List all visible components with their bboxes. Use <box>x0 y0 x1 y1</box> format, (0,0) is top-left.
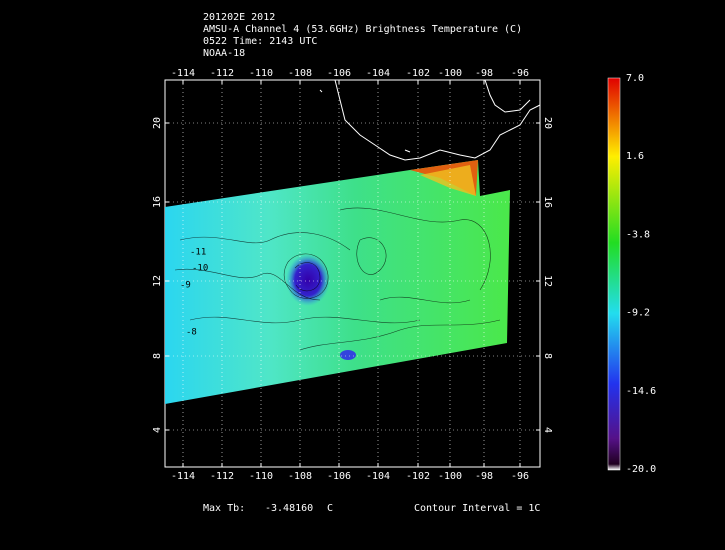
lat-label-right: 4 <box>542 427 553 433</box>
lon-label-top: -96 <box>511 68 529 79</box>
lon-label-top: -104 <box>366 68 390 79</box>
lon-label-top: -102 <box>406 68 430 79</box>
header-line: NOAA-18 <box>203 48 245 59</box>
cold-core <box>286 254 330 306</box>
lon-label-top: -110 <box>249 68 273 79</box>
lon-label-bottom: -106 <box>327 471 351 482</box>
colorbar-label: -3.8 <box>626 229 650 240</box>
lat-label-left: 20 <box>152 117 163 129</box>
contours <box>174 207 501 351</box>
lon-label-bottom: -100 <box>438 471 462 482</box>
data-swath <box>165 160 510 404</box>
graticule <box>165 80 540 467</box>
colorbar-label: 7.0 <box>626 73 644 84</box>
lon-label-top: -98 <box>475 68 493 79</box>
map-labels: -114-114-112-112-110-110-108-108-106-106… <box>152 68 553 482</box>
lat-label-right: 20 <box>542 117 553 129</box>
lat-label-left: 8 <box>152 353 163 359</box>
lon-label-top: -106 <box>327 68 351 79</box>
lon-label-bottom: -114 <box>171 471 195 482</box>
colorbar <box>607 77 621 471</box>
lat-label-right: 8 <box>542 353 553 359</box>
colorbar-label: -14.6 <box>626 386 656 397</box>
cold-spot <box>340 350 356 360</box>
lat-label-left: 4 <box>152 427 163 433</box>
lon-label-top: -108 <box>288 68 312 79</box>
lat-label-left: 12 <box>152 275 163 287</box>
colorbar-label: -20.0 <box>626 464 656 475</box>
contour-label: -11 <box>190 248 206 258</box>
lon-label-top: -100 <box>438 68 462 79</box>
lon-label-bottom: -102 <box>406 471 430 482</box>
lon-label-bottom: -104 <box>366 471 390 482</box>
header-line: AMSU-A Channel 4 (53.6GHz) Brightness Te… <box>203 24 522 35</box>
lon-label-bottom: -110 <box>249 471 273 482</box>
lat-label-right: 16 <box>542 196 553 208</box>
warm-region <box>420 165 476 196</box>
max-unit: C <box>327 503 333 514</box>
lat-label-right: 12 <box>542 275 553 287</box>
contour-label: -9 <box>180 281 191 291</box>
lon-label-top: -114 <box>171 68 195 79</box>
lon-label-bottom: -112 <box>210 471 234 482</box>
lon-label-bottom: -108 <box>288 471 312 482</box>
contour-label: -10 <box>192 264 208 274</box>
max-label: Max Tb: <box>203 503 245 514</box>
lon-label-bottom: -98 <box>475 471 493 482</box>
header-line: 0522 Time: 2143 UTC <box>203 36 317 47</box>
colorbar-labels: 7.0 1.6 -3.8 -9.2 -14.6 -20.0 <box>626 73 656 475</box>
contour-interval: Contour Interval = 1C <box>414 503 540 514</box>
max-value: -3.48160 <box>265 503 313 514</box>
header-line: 201202E 2012 <box>203 12 275 23</box>
lat-label-left: 16 <box>152 196 163 208</box>
lon-label-bottom: -96 <box>511 471 529 482</box>
colorbar-label: 1.6 <box>626 151 644 162</box>
contour-label: -8 <box>186 328 197 338</box>
lon-label-top: -112 <box>210 68 234 79</box>
coastline <box>319 79 541 161</box>
colorbar-label: -9.2 <box>626 308 650 319</box>
